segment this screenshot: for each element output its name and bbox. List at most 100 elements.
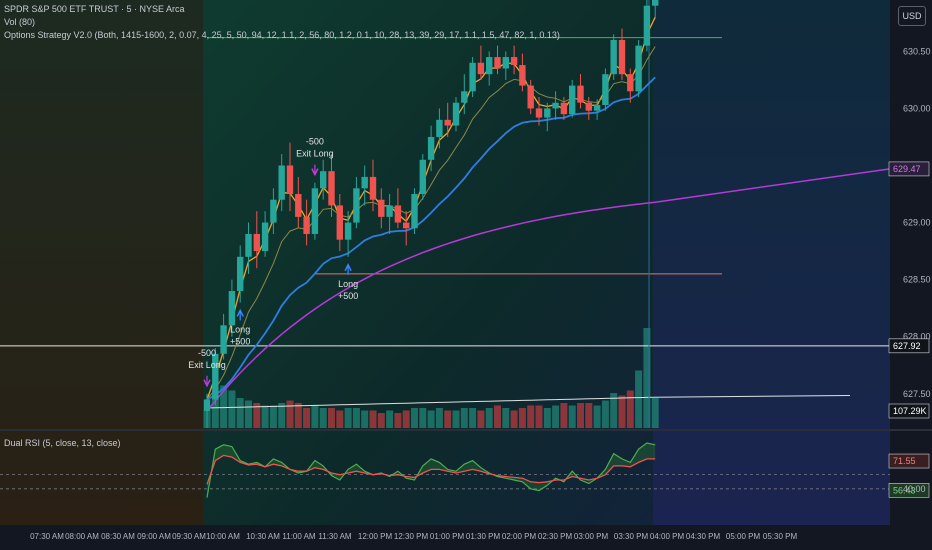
candle-body <box>494 57 501 69</box>
volume-bar <box>444 410 452 428</box>
volume-bar <box>269 405 277 428</box>
candle-body <box>295 194 302 217</box>
time-axis-label: 08:30 AM <box>101 532 135 541</box>
candle-body <box>270 199 277 223</box>
volume-bar <box>253 403 261 428</box>
time-axis-label: 05:00 PM <box>726 532 761 541</box>
volume-bar <box>593 405 601 428</box>
candle-body <box>320 171 327 189</box>
candle-body <box>577 85 584 103</box>
strategy-legend: Options Strategy V2.0 (Both, 1415-1600, … <box>4 30 560 40</box>
volume-bar <box>211 395 219 428</box>
candle-body <box>552 102 559 109</box>
candle-body <box>278 165 285 200</box>
candle-body <box>652 0 659 6</box>
candle-body <box>560 102 568 115</box>
last-price-badge-bg <box>888 338 930 354</box>
time-axis-label: 12:30 PM <box>394 532 429 541</box>
volume-bar <box>419 408 427 428</box>
volume-bar <box>386 410 394 428</box>
price-axis-label: 630.00 <box>903 103 931 113</box>
price-axis-label: 627.50 <box>903 389 931 399</box>
price-axis-label: 630.50 <box>903 46 931 56</box>
candle-body <box>386 205 393 217</box>
price-axis-label: 628.00 <box>903 332 931 342</box>
volume-bar <box>361 410 369 428</box>
volume-bar <box>618 395 626 428</box>
candle-body <box>228 291 236 326</box>
volume-bar <box>502 408 510 428</box>
candle-body <box>610 39 617 75</box>
ema-blue-line <box>206 76 656 401</box>
volume-bar <box>626 390 634 428</box>
rsi-fast-badge: 71.55 <box>893 456 916 466</box>
volume-bar <box>344 408 352 428</box>
ma-value-badge: 629.47 <box>893 164 921 174</box>
volume-bar <box>610 393 618 428</box>
volume-bar <box>402 410 410 428</box>
signal-label: -500 <box>306 137 324 147</box>
candle-body <box>477 62 485 75</box>
candle-body <box>411 194 418 229</box>
candle-body <box>336 205 343 240</box>
volume-bar <box>494 405 501 428</box>
ma-purple-line <box>206 168 891 412</box>
time-axis-label: 10:00 AM <box>206 532 240 541</box>
volume-bar <box>477 410 485 428</box>
entry-arrow-icon <box>236 308 244 317</box>
signal-label: -500 <box>198 348 216 358</box>
volume-bar <box>568 405 576 428</box>
candle-body <box>403 222 410 229</box>
candle-body <box>212 353 219 400</box>
price-axis-label: 628.50 <box>903 275 931 285</box>
currency-button[interactable]: USD <box>898 6 926 26</box>
candle-body <box>203 399 211 411</box>
volume-bar <box>328 408 335 428</box>
time-axis-label: 11:00 AM <box>282 532 316 541</box>
volume-bar <box>469 408 477 428</box>
candle-body <box>627 74 634 92</box>
price-axis-label: 629.00 <box>903 218 931 228</box>
ma-value-badge-bg <box>888 161 930 177</box>
candle-body <box>427 136 435 160</box>
time-axis-label: 03:30 PM <box>614 532 649 541</box>
time-axis-label: 02:30 PM <box>538 532 573 541</box>
volume-bar <box>460 408 468 428</box>
volume-bar <box>352 408 360 428</box>
volume-bar <box>286 400 294 428</box>
premarket-session-bg <box>0 0 203 525</box>
candle-body <box>303 216 310 234</box>
candle-body <box>544 108 551 118</box>
time-axis-label: 09:30 AM <box>172 532 206 541</box>
candle-body <box>519 65 526 86</box>
time-axis-label: 04:00 PM <box>650 532 685 541</box>
rsi-level-label: 40.00 <box>903 484 926 494</box>
signal-label: +500 <box>230 336 250 346</box>
volume-bar <box>635 370 643 428</box>
candle-body <box>311 188 319 234</box>
candle-body <box>237 256 244 292</box>
rsi-slow-line <box>206 454 656 485</box>
volume-bar <box>220 385 228 428</box>
volume-bar <box>518 408 526 428</box>
volume-bar <box>236 398 244 428</box>
symbol-legend: SPDR S&P 500 ETF TRUST · 5 · NYSE Arca <box>4 4 185 14</box>
candle-body <box>369 176 377 200</box>
volume-bar <box>427 410 435 428</box>
volume-bar <box>319 408 327 428</box>
volume-bar <box>527 405 535 428</box>
time-axis-bg <box>0 525 890 550</box>
candle-body <box>585 102 592 111</box>
signal-label: Exit Long <box>296 149 334 159</box>
time-axis-label: 09:00 AM <box>137 532 171 541</box>
time-axis-label: 07:30 AM <box>30 532 64 541</box>
rsi-fill-area <box>207 443 656 498</box>
candle-body <box>602 74 609 106</box>
candle-body <box>261 222 269 252</box>
volume-bar <box>369 410 377 428</box>
candle-body <box>452 102 460 126</box>
time-axis-label: 10:30 AM <box>246 532 280 541</box>
volume-ma-line <box>206 395 851 409</box>
volume-bar <box>485 408 493 428</box>
